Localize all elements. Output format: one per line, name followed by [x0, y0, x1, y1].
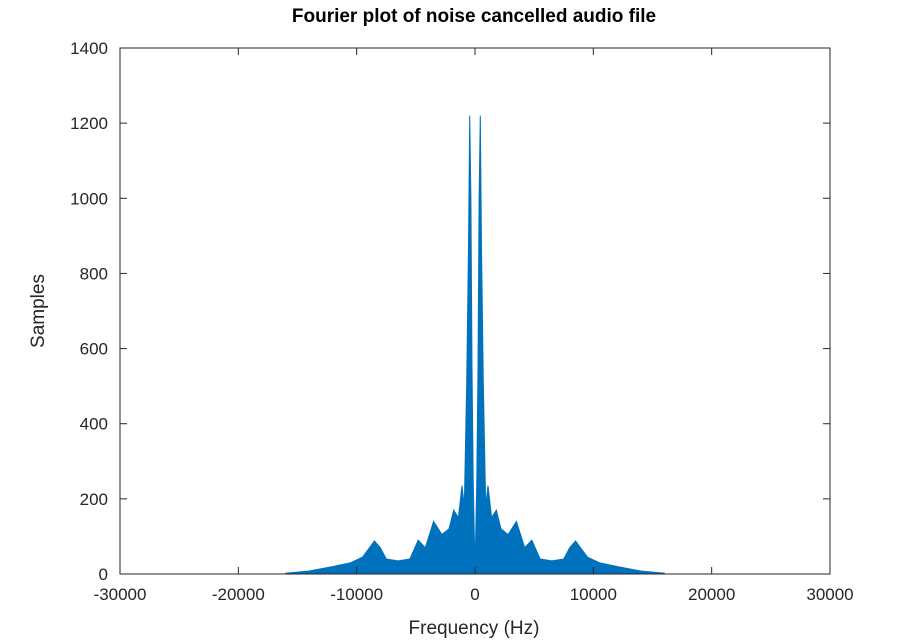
plot-area: -30000 -20000 -10000 0 10000 20000 30000 0 200 4…	[70, 39, 853, 604]
x-axis-label: Frequency (Hz)	[409, 618, 540, 639]
y-tick-label: 200	[80, 490, 108, 509]
x-tick-label: 20000	[688, 585, 735, 604]
axes-frame	[119, 47, 831, 575]
axes-box	[119, 47, 831, 575]
y-tick-label: 1200	[70, 114, 108, 133]
x-tick-label: -10000	[330, 585, 383, 604]
x-axis-ticks: -30000 -20000 -10000 0 10000 20000 30000	[94, 48, 854, 604]
y-axis-label: Samples	[28, 274, 49, 348]
x-tick-label: -20000	[212, 585, 265, 604]
y-tick-label: 0	[99, 565, 108, 584]
x-tick-label: 0	[470, 585, 479, 604]
spectrum-series-0	[285, 115, 665, 575]
y-tick-label: 800	[80, 264, 108, 283]
y-tick-label: 400	[80, 415, 108, 434]
x-tick-label: 30000	[806, 585, 853, 604]
y-tick-label: 1000	[70, 189, 108, 208]
y-tick-label: 600	[80, 340, 108, 359]
x-tick-label: 10000	[570, 585, 617, 604]
x-tick-label: -30000	[94, 585, 147, 604]
y-axis-ticks: 0 200 400 600 800 1000 1200 1400	[70, 39, 830, 584]
chart-title: Fourier plot of noise cancelled audio fi…	[292, 6, 656, 27]
y-tick-label: 1400	[70, 39, 108, 58]
